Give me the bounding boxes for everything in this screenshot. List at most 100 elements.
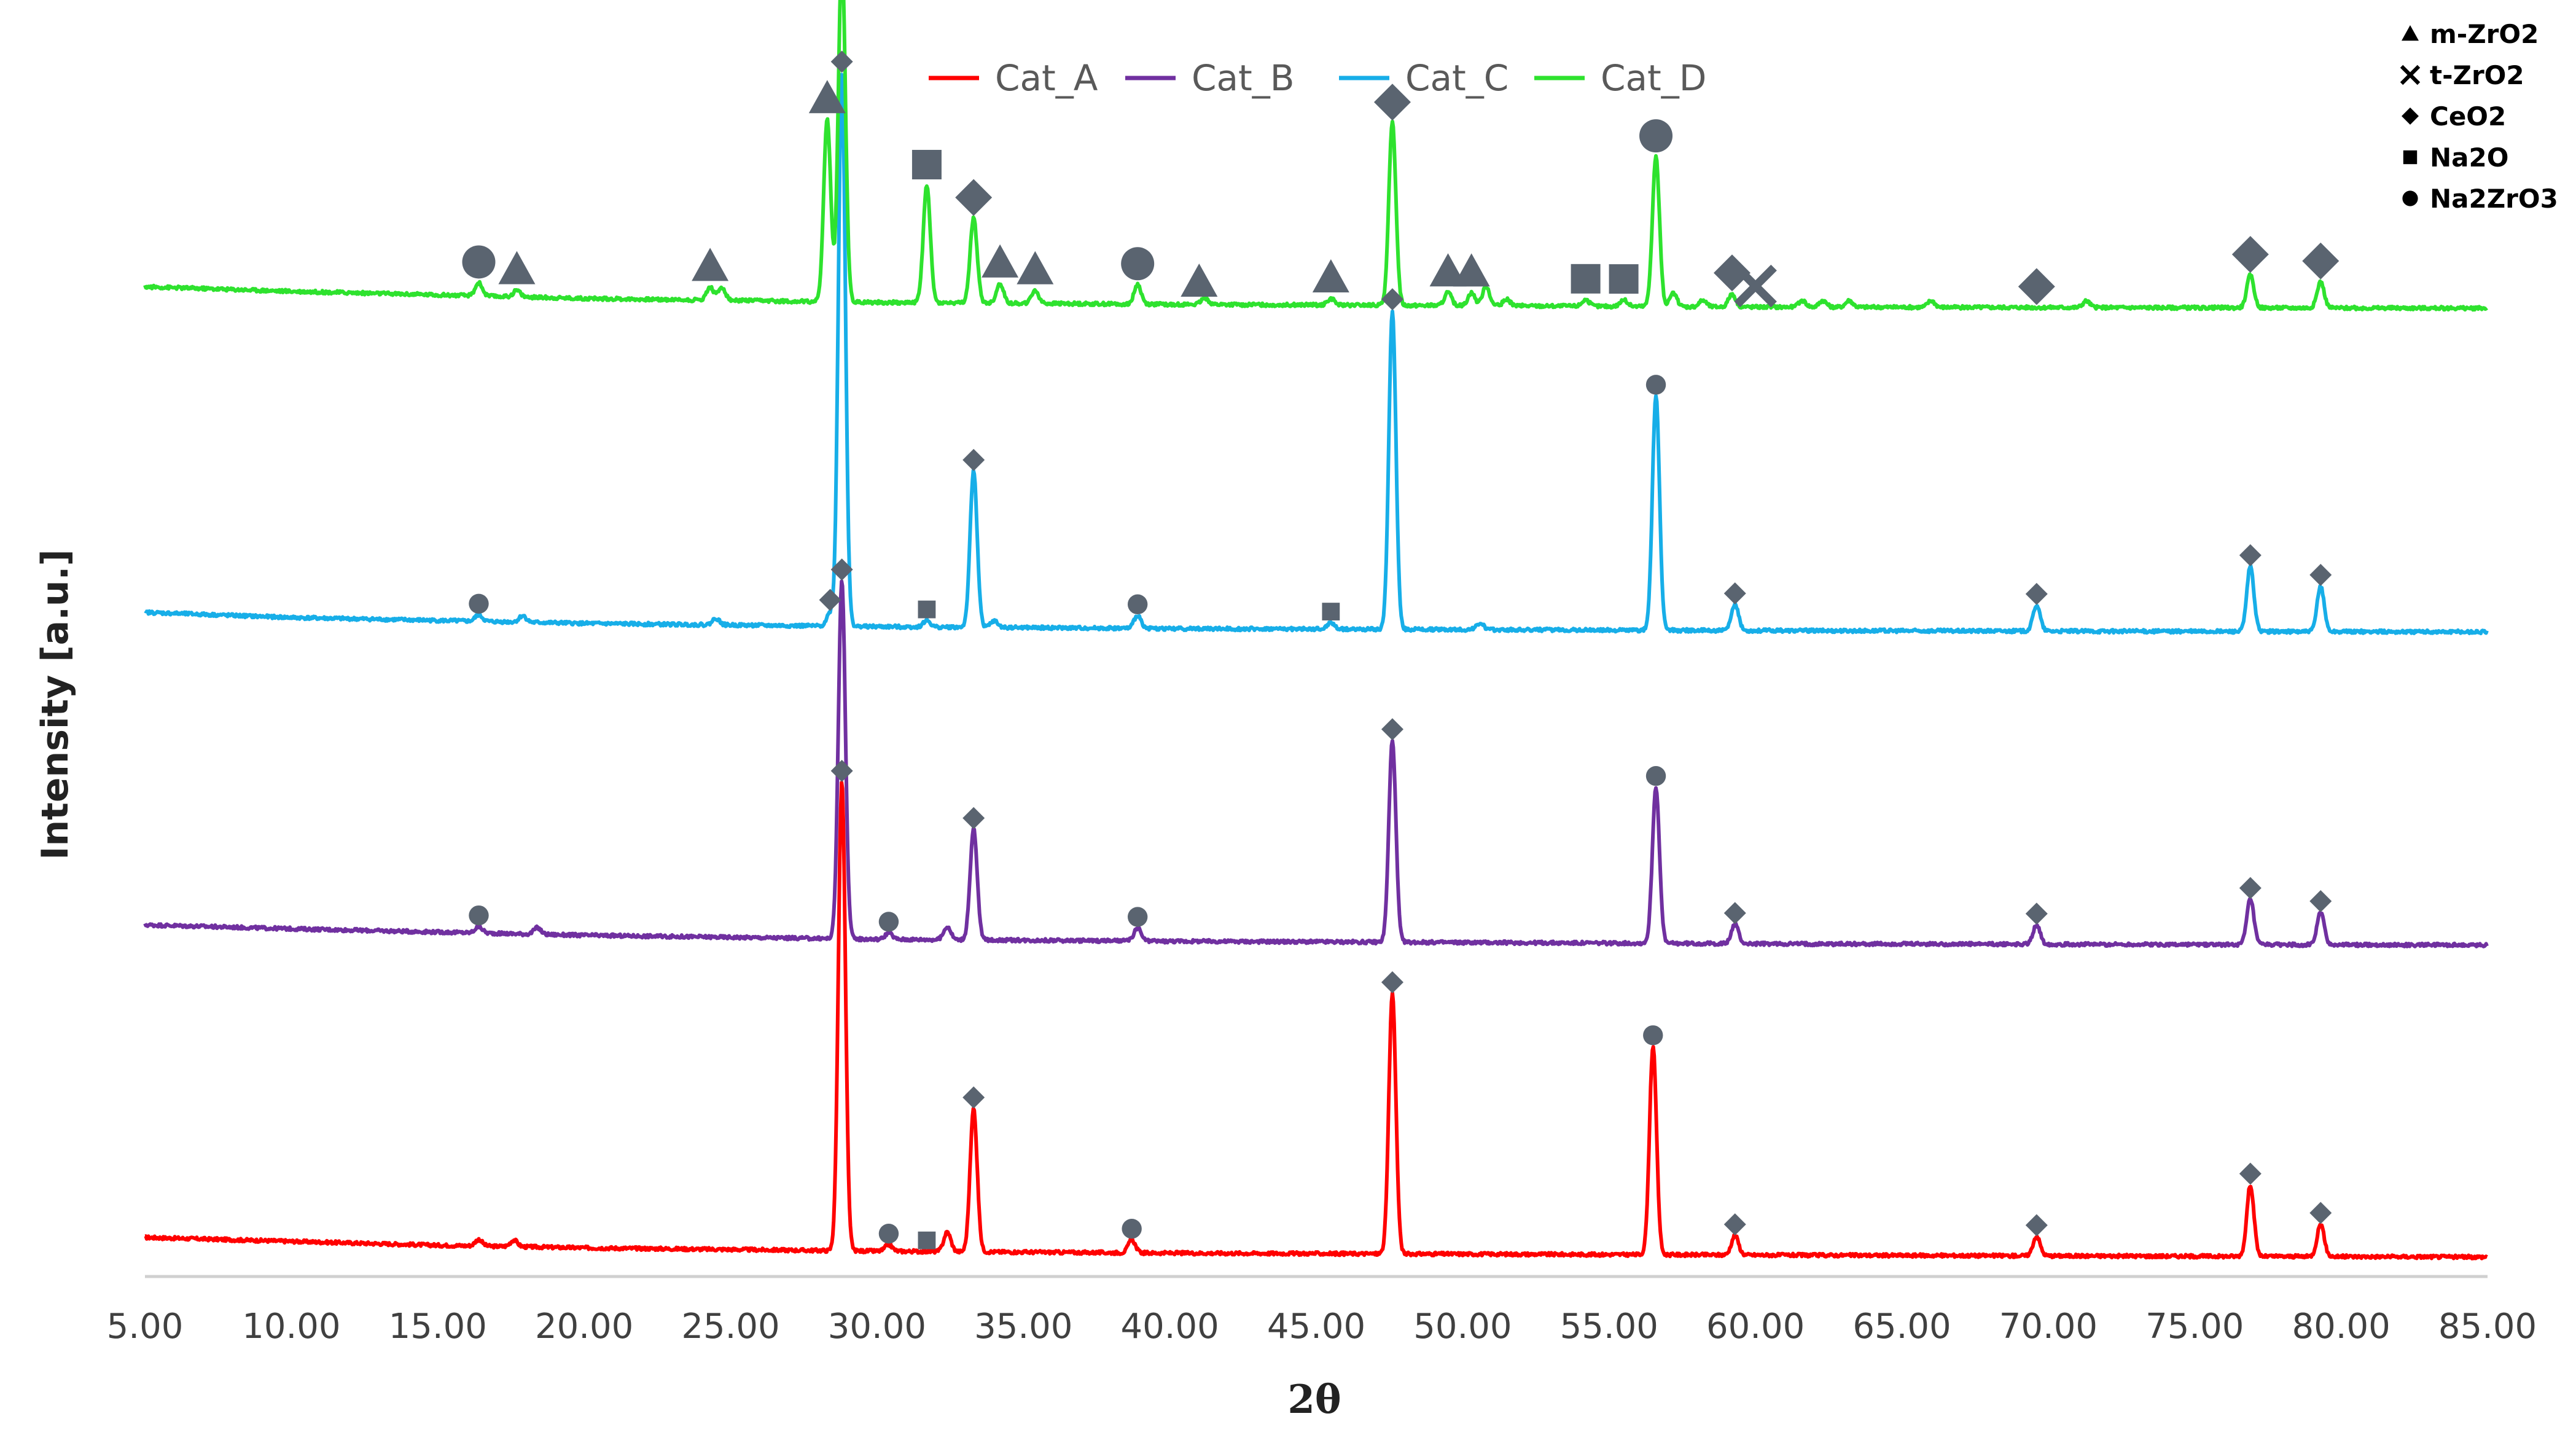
phase-marker-cat-d-circle: [462, 245, 496, 279]
phase-marker-cat-b-diamond: [2309, 890, 2332, 912]
series-layer: [143, 0, 2489, 1261]
phase-marker-cat-d-triangle: [1312, 259, 1349, 292]
x-tick-label: 35.00: [974, 1307, 1072, 1347]
phase-legend-circle-icon: [2402, 190, 2418, 206]
phase-marker-cat-a-diamond: [962, 1086, 985, 1109]
phase-marker-cat-d-circle: [1639, 119, 1673, 153]
series-legend: Cat_A Cat_B Cat_C Cat_D: [929, 57, 1706, 99]
phase-marker-cat-d-triangle: [1453, 253, 1490, 287]
phase-marker-cat-a-diamond: [2239, 1162, 2262, 1185]
phase-marker-cat-b-circle: [469, 905, 489, 926]
phase-marker-cat-d-circle: [1121, 247, 1155, 281]
phase-marker-cat-c-square: [918, 600, 936, 619]
phase-marker-cat-a-square: [918, 1231, 936, 1249]
phase-marker-cat-c-diamond: [2309, 563, 2332, 586]
phase-marker-cat-d-triangle: [1181, 263, 1218, 297]
phase-marker-cat-a-circle: [878, 1223, 899, 1244]
phase-marker-cat-d-diamond: [2018, 268, 2055, 305]
phase-marker-cat-b-diamond: [2239, 877, 2262, 899]
x-tick-label: 40.00: [1120, 1307, 1219, 1347]
x-tick-labels: 5.00 10.00 15.00 20.00 25.00 30.00 35.00 40.00 4…: [107, 1307, 2537, 1347]
x-tick-label: 10.00: [242, 1307, 340, 1347]
phase-marker-cat-c-square: [1322, 603, 1340, 620]
legend-label-cat-c: Cat_C: [1405, 57, 1509, 99]
x-tick-label: 25.00: [681, 1307, 779, 1347]
legend-label-cat-d: Cat_D: [1601, 57, 1706, 99]
phase-marker-cat-b-circle: [1127, 907, 1148, 927]
phase-marker-cat-a-diamond: [830, 759, 853, 782]
phase-marker-cat-d-triangle: [1429, 253, 1467, 287]
phase-marker-cat-c-circle: [1645, 375, 1666, 395]
phase-marker-cat-b-diamond: [2025, 902, 2048, 925]
phase-marker-cat-c-circle: [469, 593, 489, 614]
phase-marker-cat-b-diamond: [1723, 902, 1746, 925]
phase-marker-cat-c-diamond: [962, 448, 985, 471]
series-line-cat-d: [143, 0, 2488, 312]
phase-marker-cat-d-diamond: [1373, 84, 1411, 121]
phase-marker-cat-d-diamond: [2231, 236, 2269, 273]
phase-marker-cat-d-triangle: [982, 244, 1019, 278]
phase-marker-cat-d-diamond: [1713, 254, 1751, 292]
phase-legend-cross-icon: [2400, 65, 2421, 85]
legend-label-cat-b: Cat_B: [1192, 57, 1295, 99]
phase-marker-cat-d-cross: [1734, 264, 1777, 308]
x-tick-label: 20.00: [535, 1307, 633, 1347]
phase-marker-cat-d-triangle: [808, 80, 846, 114]
x-tick-label: 65.00: [1852, 1307, 1951, 1347]
phase-legend-label-m-zro2: m-ZrO2: [2430, 19, 2539, 49]
phase-marker-cat-b-diamond: [1381, 718, 1403, 741]
phase-marker-cat-b-circle: [878, 912, 899, 932]
x-tick-label: 5.00: [107, 1307, 184, 1347]
phase-legend-label-ceo2: CeO2: [2430, 101, 2506, 131]
phase-marker-cat-d-diamond: [955, 179, 993, 216]
x-tick-label: 85.00: [2438, 1307, 2537, 1347]
x-tick-label: 45.00: [1267, 1307, 1365, 1347]
phase-legend-diamond-icon: [2402, 108, 2419, 125]
x-tick-label: 30.00: [828, 1307, 926, 1347]
phase-marker-cat-a-diamond: [1723, 1213, 1746, 1236]
phase-marker-cat-c-diamond: [830, 50, 853, 73]
phase-marker-cat-a-circle: [1643, 1025, 1663, 1046]
phase-marker-cat-c-diamond: [819, 589, 841, 611]
phase-marker-layer: [462, 50, 2340, 1249]
phase-legend-square-icon: [2403, 150, 2418, 165]
x-tick-label: 50.00: [1413, 1307, 1512, 1347]
phase-marker-cat-c-diamond: [2025, 582, 2048, 605]
phase-marker-cat-a-circle: [1122, 1219, 1142, 1239]
x-tick-label: 55.00: [1560, 1307, 1658, 1347]
phase-marker-cat-d-triangle: [1017, 251, 1054, 284]
phase-legend-label-na2zro3: Na2ZrO3: [2430, 184, 2558, 214]
phase-marker-cat-b-diamond: [830, 558, 853, 581]
series-line-cat-b: [143, 579, 2489, 948]
phase-marker-cat-d-triangle: [498, 251, 536, 284]
x-tick-label: 60.00: [1706, 1307, 1805, 1347]
phase-marker-cat-a-diamond: [2025, 1214, 2048, 1237]
phase-legend-label-t-zro2: t-ZrO2: [2430, 60, 2524, 90]
phase-marker-cat-a-diamond: [2309, 1202, 2332, 1224]
x-axis-title: 2θ: [1287, 1377, 1341, 1423]
x-tick-label: 75.00: [2145, 1307, 2244, 1347]
phase-marker-cat-b-diamond: [962, 807, 985, 829]
phase-legend-triangle-icon: [2402, 25, 2419, 41]
phase-marker-cat-c-diamond: [1723, 582, 1746, 604]
x-tick-label: 15.00: [389, 1307, 487, 1347]
phase-marker-cat-c-diamond: [1381, 288, 1403, 311]
phase-marker-cat-c-diamond: [2239, 544, 2262, 566]
phase-marker-cat-d-square: [1609, 264, 1639, 294]
x-tick-label: 80.00: [2292, 1307, 2390, 1347]
phase-marker-cat-d-triangle: [692, 248, 729, 281]
legend-label-cat-a: Cat_A: [995, 57, 1098, 99]
phase-marker-cat-d-diamond: [2302, 242, 2340, 280]
phase-legend-label-na2o: Na2O: [2430, 143, 2508, 173]
series-line-cat-c: [144, 72, 2489, 636]
y-axis-title: Intensity [a.u.]: [34, 549, 77, 860]
x-tick-label: 70.00: [1999, 1307, 2098, 1347]
phase-marker-cat-c-circle: [1127, 594, 1148, 614]
series-line-cat-a: [144, 780, 2488, 1261]
phase-marker-cat-b-circle: [1645, 766, 1666, 786]
phase-legend: m-ZrO2 t-ZrO2 CeO2 Na2O Na2ZrO3: [2400, 19, 2558, 214]
phase-marker-cat-a-diamond: [1381, 971, 1403, 994]
phase-marker-cat-d-square: [1571, 264, 1601, 294]
